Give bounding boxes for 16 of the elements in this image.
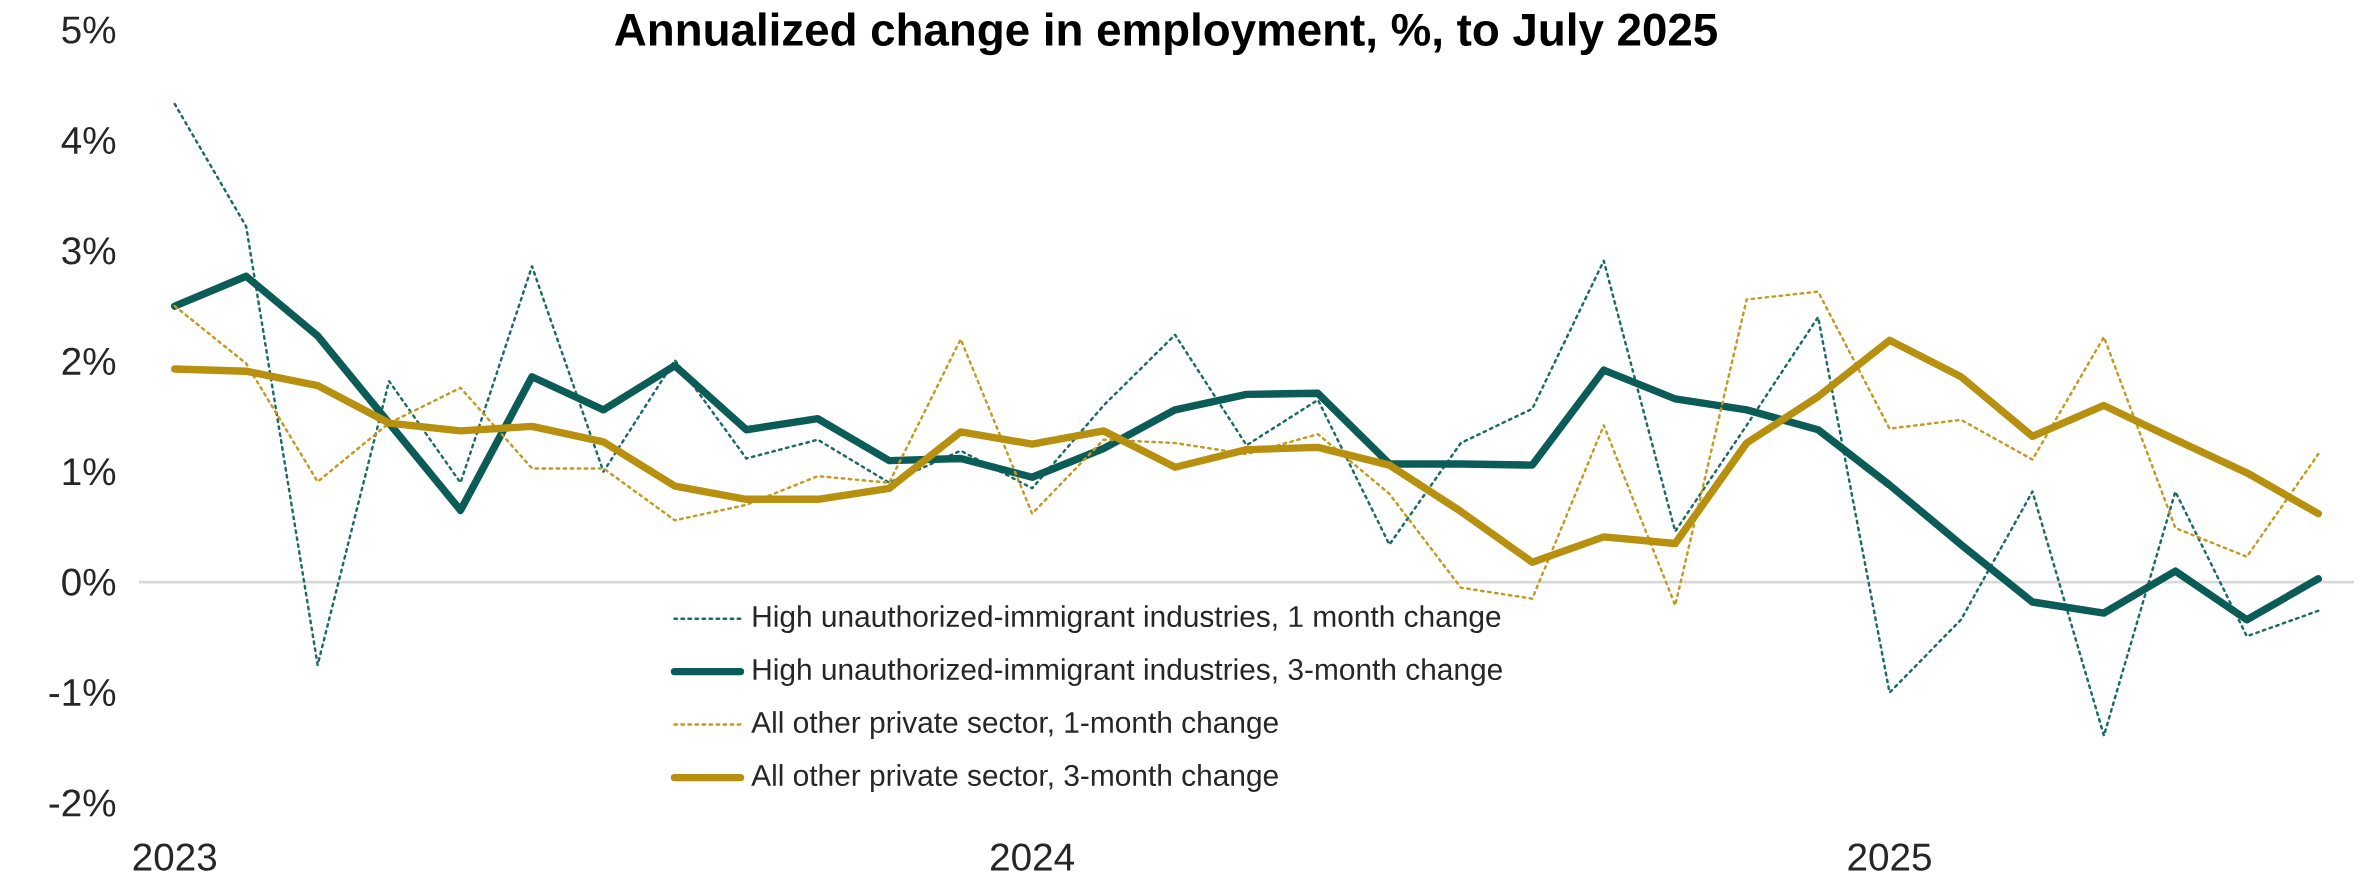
y-tick-label: 4% bbox=[61, 126, 116, 154]
y-tick-label: -1% bbox=[49, 679, 116, 707]
y-tick-label: -2% bbox=[49, 789, 116, 817]
x-tick-label: 2024 bbox=[991, 843, 1074, 871]
x-tick-label: 2023 bbox=[133, 843, 216, 871]
x-tick-label: 2025 bbox=[1848, 843, 1931, 871]
y-tick-label: 2% bbox=[62, 347, 116, 375]
y-tick-label: 1% bbox=[63, 458, 116, 486]
legend-label: High unauthorized-immigrant industries, 3-month change bbox=[753, 658, 1502, 686]
y-tick-label: 3% bbox=[62, 237, 116, 265]
chart-title: Annualized change in employment, %, to July 2025 bbox=[614, 12, 1717, 56]
y-tick-label: 0% bbox=[62, 568, 116, 596]
legend-label: All other private sector, 1-month change bbox=[751, 711, 1278, 739]
legend-label: High unauthorized-immigrant industries, 1 month change bbox=[753, 605, 1501, 633]
y-tick-label: 5% bbox=[62, 16, 116, 44]
legend-label: All other private sector, 3-month change bbox=[751, 764, 1278, 792]
